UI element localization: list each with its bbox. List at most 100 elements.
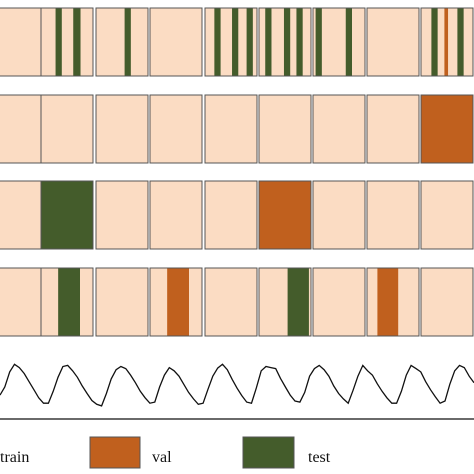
timeseries-panel (0, 363, 474, 420)
fold-test-segment (431, 8, 438, 76)
row-interleaved (0, 267, 474, 337)
fold-train-region (150, 181, 202, 249)
fold-test-segment (58, 268, 80, 336)
fold-test-segment (214, 8, 221, 76)
fold-train-region (367, 8, 419, 76)
fold-test-segment (246, 8, 253, 76)
fold-border (312, 267, 366, 337)
fold-border (204, 94, 258, 164)
fold-box (258, 7, 312, 77)
fold-border (366, 7, 420, 77)
fold-box (312, 7, 366, 77)
fold-train-region (205, 181, 257, 249)
fold-border (95, 94, 149, 164)
legend-test-label: test (308, 449, 331, 466)
fold-box (0, 94, 43, 164)
fold-val-segment (167, 268, 189, 336)
fold-border (95, 180, 149, 250)
fold-train-region (313, 268, 365, 336)
fold-border (204, 180, 258, 250)
fold-train-region (41, 95, 93, 163)
fold-box (204, 180, 258, 250)
fold-train-region (0, 95, 42, 163)
fold-box (312, 267, 366, 337)
fold-box (40, 7, 94, 77)
fold-box (420, 267, 474, 337)
fold-train-region (96, 8, 148, 76)
fold-border (258, 94, 312, 164)
fold-val-segment (259, 181, 311, 249)
fold-train-region (259, 95, 311, 163)
fold-box (258, 267, 312, 337)
fold-val-segment (444, 8, 449, 76)
legend-test-swatch (242, 436, 295, 469)
fold-border (366, 180, 420, 250)
legend-train-label: train (0, 449, 29, 466)
fold-box (95, 7, 149, 77)
fold-train-region (41, 8, 93, 76)
fold-border (420, 180, 474, 250)
fold-box (366, 267, 420, 337)
fold-box (95, 267, 149, 337)
fold-box (258, 94, 312, 164)
fold-box (366, 7, 420, 77)
fold-test-segment (457, 8, 464, 76)
fold-box (420, 7, 474, 77)
fold-test-segment (73, 8, 81, 76)
fold-box (312, 94, 366, 164)
fold-train-region (421, 181, 473, 249)
fold-train-region (313, 181, 365, 249)
fold-train-region (367, 181, 419, 249)
fold-border (40, 267, 94, 337)
fold-border (312, 180, 366, 250)
fold-train-region (150, 8, 202, 76)
fold-border (420, 7, 474, 77)
fold-box (149, 180, 203, 250)
fold-border (149, 94, 203, 164)
fold-test-segment (315, 8, 322, 76)
fold-train-region (150, 95, 202, 163)
fold-border (420, 94, 474, 164)
fold-val-segment (421, 95, 473, 163)
fold-box (258, 180, 312, 250)
legend: train val test (0, 436, 331, 469)
fold-box (40, 180, 94, 250)
fold-box (0, 7, 43, 77)
fold-val-segment (377, 268, 399, 336)
fold-test-segment (296, 8, 303, 76)
fold-box (40, 94, 94, 164)
fold-border (149, 267, 203, 337)
fold-border (258, 180, 312, 250)
fold-rows (0, 7, 474, 337)
fold-box (204, 7, 258, 77)
fold-train-region (313, 95, 365, 163)
fold-box (149, 267, 203, 337)
fold-test-segment (124, 8, 131, 76)
row-random (0, 7, 474, 77)
timeseries-line (0, 363, 474, 407)
fold-box (366, 180, 420, 250)
fold-border (40, 180, 94, 250)
fold-border (40, 94, 94, 164)
fold-box (40, 267, 94, 337)
fold-box (366, 94, 420, 164)
fold-box (149, 94, 203, 164)
fold-train-region (0, 8, 42, 76)
fold-border (95, 7, 149, 77)
fold-border (149, 7, 203, 77)
legend-val-label: val (152, 449, 172, 466)
fold-border (420, 267, 474, 337)
fold-border (95, 267, 149, 337)
fold-train-region (205, 268, 257, 336)
row-val-last (0, 94, 474, 164)
fold-test-segment (55, 8, 62, 76)
fold-box (420, 180, 474, 250)
fold-test-segment (265, 8, 272, 76)
fold-border (40, 7, 94, 77)
fold-train-region (0, 181, 42, 249)
fold-test-segment (283, 8, 291, 76)
fold-box (149, 7, 203, 77)
fold-train-region (205, 95, 257, 163)
fold-box (95, 180, 149, 250)
